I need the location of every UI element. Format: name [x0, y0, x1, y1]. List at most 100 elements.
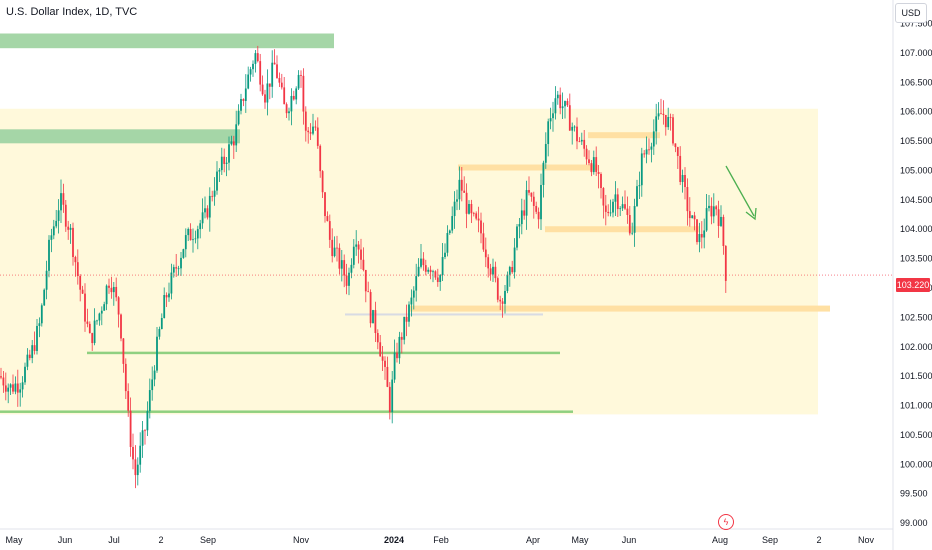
candle-body	[196, 229, 199, 239]
candle-body	[124, 363, 127, 392]
candle-body	[403, 316, 406, 340]
candle-body	[667, 117, 670, 128]
candle-body	[254, 53, 257, 64]
y-tick-label: 104.000	[900, 224, 932, 234]
candle-body	[528, 190, 530, 193]
candle-body	[21, 382, 24, 390]
down-arrow-annotation[interactable]	[725, 165, 757, 221]
candle-body	[720, 216, 722, 226]
candle-body	[537, 211, 540, 220]
candle-body	[348, 272, 350, 286]
candle-body	[331, 239, 334, 257]
candle-body	[369, 292, 372, 324]
candle-body	[237, 110, 240, 125]
candle-body	[127, 391, 130, 411]
candle-body	[624, 204, 626, 209]
candle-body	[566, 101, 569, 106]
candle-body	[424, 265, 427, 272]
currency-button[interactable]: USD	[895, 3, 927, 23]
candle-body	[232, 141, 235, 146]
candle-body	[148, 390, 151, 412]
candle-body	[216, 171, 218, 191]
candle-body	[544, 144, 547, 163]
candle-body	[398, 336, 401, 359]
candle-body	[396, 352, 398, 359]
candle-body	[31, 345, 34, 359]
candle-body	[595, 157, 598, 173]
candle-body	[484, 249, 487, 258]
tradingview-lightning-icon[interactable]: ϟ	[718, 514, 734, 530]
candle-body	[220, 156, 223, 171]
candle-body	[393, 352, 396, 380]
x-tick-label: Sep	[200, 535, 216, 545]
candle-body	[674, 143, 677, 148]
x-tick-label: Jul	[108, 535, 120, 545]
candle-body	[693, 215, 696, 220]
candle-body	[43, 289, 46, 306]
candle-body	[698, 234, 701, 243]
time-axis[interactable]: May Jun Jul 2 Sep Nov 2024 Feb Apr May Jun Aug Sep 2 N…	[5, 535, 874, 545]
candle-body	[273, 62, 276, 65]
candle-body	[655, 116, 658, 132]
candle-body	[12, 384, 14, 392]
candle-body	[499, 299, 502, 302]
candle-body	[400, 336, 403, 340]
candle-body	[388, 386, 391, 413]
x-tick-label: Jun	[58, 535, 73, 545]
candle-body	[271, 62, 274, 87]
candle-body	[74, 257, 77, 263]
candle-body	[376, 333, 379, 343]
candle-body	[556, 94, 559, 99]
candle-body	[316, 127, 319, 146]
price-axis[interactable]: 99.000 99.500 100.000 100.500 101.000 101.500…	[900, 19, 932, 529]
candle-body	[448, 230, 451, 234]
candle-body	[439, 275, 442, 283]
candle-body	[2, 377, 5, 386]
candle-body	[141, 430, 144, 446]
candle-body	[691, 215, 694, 219]
candle-body	[136, 464, 139, 476]
candle-body	[129, 410, 132, 447]
candle-body	[91, 333, 94, 344]
candle-body	[511, 267, 514, 273]
candle-body	[225, 162, 228, 164]
candle-body	[465, 192, 468, 214]
candle-body	[278, 77, 281, 83]
candle-body	[300, 74, 302, 76]
candle-body	[588, 159, 590, 164]
candle-body	[672, 117, 674, 144]
candle-body	[156, 336, 158, 371]
candle-body	[532, 196, 535, 206]
candle-body	[235, 124, 238, 146]
y-tick-label: 107.500	[900, 19, 932, 29]
candle-body	[144, 430, 146, 432]
candle-body	[535, 205, 538, 212]
candle-body	[578, 141, 581, 143]
candle-body	[177, 268, 180, 270]
y-tick-label: 104.500	[900, 195, 932, 205]
x-tick-label: May	[571, 535, 589, 545]
candle-body	[487, 257, 490, 269]
candle-body	[408, 304, 410, 322]
candle-body	[57, 210, 60, 221]
candle-body	[45, 270, 48, 290]
candle-body	[247, 74, 250, 89]
candle-body	[230, 141, 233, 145]
candle-body	[585, 148, 588, 160]
candle-body	[314, 126, 317, 128]
candle-body	[616, 194, 619, 210]
candle-body	[79, 275, 82, 290]
candle-body	[307, 130, 310, 133]
candle-body	[633, 206, 636, 233]
x-tick-label: Feb	[433, 535, 449, 545]
candle-body	[559, 94, 562, 109]
candle-body	[441, 257, 444, 276]
candle-body	[715, 206, 718, 210]
candle-body	[590, 163, 593, 173]
candle-body	[69, 227, 72, 230]
candle-body	[489, 268, 492, 275]
candle-body	[477, 218, 480, 221]
candle-body	[218, 170, 221, 172]
candle-body	[496, 278, 499, 300]
